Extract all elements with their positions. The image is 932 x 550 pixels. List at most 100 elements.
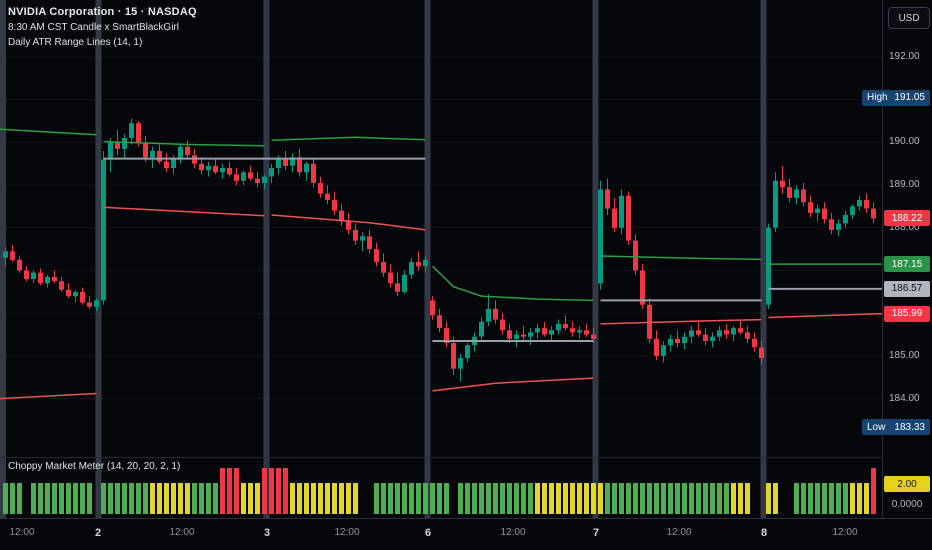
meter-bar — [570, 483, 575, 514]
meter-bar — [479, 483, 484, 514]
candle — [661, 345, 666, 356]
meter-bar — [101, 483, 106, 514]
indicator-candle-830[interactable]: 8:30 AM CST Candle x SmartBlackGirl — [8, 22, 179, 33]
range-high-badge: High 191.05 — [862, 89, 930, 106]
range-low-label: Low — [867, 421, 886, 433]
candle — [115, 142, 120, 149]
candle — [129, 123, 134, 139]
candle — [38, 272, 43, 284]
candle — [248, 172, 253, 179]
meter-bar — [150, 483, 155, 514]
meter-bar — [696, 483, 701, 514]
candle — [416, 262, 421, 267]
meter-bar — [423, 483, 428, 514]
meter-zero-label: 0.0000 — [891, 499, 923, 510]
currency-toggle-button[interactable]: USD — [888, 7, 930, 29]
meter-bar — [276, 468, 281, 514]
candle — [24, 270, 29, 279]
candle — [122, 138, 127, 149]
candle — [780, 180, 785, 188]
meter-bar — [241, 483, 246, 514]
price-gridlines — [0, 56, 882, 400]
candle — [269, 168, 274, 177]
indicator-choppy-market-meter[interactable]: Choppy Market Meter (14, 20, 20, 2, 1) — [8, 461, 181, 472]
chart-legend: NVIDIA Corporation · 15 · NASDAQ 8:30 AM… — [8, 6, 197, 52]
meter-bar — [458, 483, 463, 514]
candle — [836, 223, 841, 230]
meter-bar — [703, 483, 708, 514]
meter-bar — [563, 483, 568, 514]
meter-bar — [143, 483, 148, 514]
meter-bar — [682, 483, 687, 514]
candle — [528, 332, 533, 337]
meter-bar — [619, 483, 624, 514]
time-axis-day-label: 7 — [592, 527, 600, 539]
meter-bar — [605, 483, 610, 514]
candle — [297, 157, 302, 173]
meter-bar — [129, 483, 134, 514]
meter-bar — [542, 483, 547, 514]
range-high-label: High — [867, 92, 888, 104]
meter-bar — [689, 483, 694, 514]
candle — [752, 338, 757, 348]
meter-bar — [248, 483, 253, 514]
candle — [31, 272, 36, 279]
candle — [241, 172, 246, 181]
candle — [626, 195, 631, 241]
meter-bar — [87, 483, 92, 514]
time-scale[interactable]: 12:00 2 12:00 3 12:00 6 12:00 7 12:00 8 12:00 — [0, 518, 932, 550]
meter-bar — [381, 483, 386, 514]
meter-bar — [52, 483, 57, 514]
atr-line — [600, 255, 762, 261]
meter-bar — [136, 483, 141, 514]
meter-bar — [262, 468, 267, 514]
candle — [150, 150, 155, 158]
candle — [591, 334, 596, 339]
indicator-atr-range-lines[interactable]: Daily ATR Range Lines (14, 1) — [8, 37, 143, 48]
candle — [213, 165, 218, 173]
atr-line — [600, 318, 762, 325]
time-axis-day-label: 2 — [94, 527, 102, 539]
price-chart[interactable] — [0, 0, 882, 518]
candle — [437, 315, 442, 329]
atr-line — [271, 136, 426, 142]
candle — [549, 330, 554, 335]
atr-line — [431, 265, 594, 302]
meter-bar — [444, 483, 449, 514]
candle — [234, 174, 239, 181]
meter-bar — [332, 483, 337, 514]
candle — [395, 283, 400, 292]
candle — [605, 189, 610, 209]
candle — [577, 330, 582, 333]
meter-bar — [10, 483, 15, 514]
symbol-title[interactable]: NVIDIA Corporation · 15 · NASDAQ — [8, 6, 197, 18]
candle — [850, 206, 855, 215]
meter-bar — [80, 483, 85, 514]
candle — [367, 236, 372, 250]
atr-mid-badge: 186.57 — [884, 280, 930, 297]
candle — [507, 330, 512, 339]
price-axis-label: 185.00 — [889, 349, 920, 361]
meter-bar — [374, 483, 379, 514]
candle — [101, 159, 106, 301]
candle — [185, 146, 190, 156]
candle — [801, 189, 806, 203]
meter-bar — [668, 483, 673, 514]
candle — [458, 358, 463, 369]
meter-bar — [304, 483, 309, 514]
candle — [668, 338, 673, 346]
candle — [493, 308, 498, 320]
atr-line — [103, 206, 265, 217]
time-axis-day-label: 3 — [263, 527, 271, 539]
candle — [703, 334, 708, 341]
candle — [675, 338, 680, 344]
candle — [563, 323, 568, 329]
candle — [654, 338, 659, 356]
candle — [255, 178, 260, 183]
meter-bar — [388, 483, 393, 514]
candle — [633, 240, 638, 271]
candle — [346, 221, 351, 230]
meter-bar — [850, 483, 855, 514]
range-low-value: 183.33 — [894, 421, 925, 433]
